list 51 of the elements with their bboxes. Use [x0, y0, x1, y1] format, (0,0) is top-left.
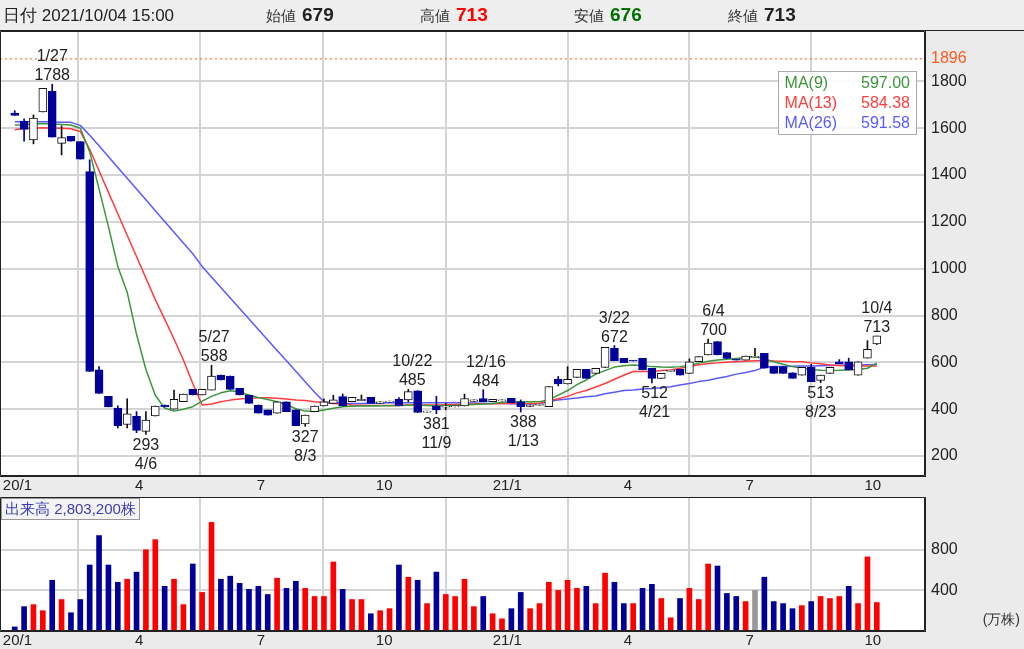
- ref-line-label: 1896: [931, 49, 967, 67]
- x-tick-label: 4: [135, 476, 144, 494]
- x-tick-label: 21/1: [492, 631, 522, 649]
- annotation: 5/27 588: [198, 328, 230, 365]
- x-tick-label: 7: [745, 476, 754, 494]
- x-tick-label: 4: [623, 476, 632, 494]
- y-tick-label: 800: [931, 305, 958, 323]
- annotation: 1/27 1788: [34, 47, 71, 84]
- x-tick-label: 4: [623, 631, 632, 649]
- x-tick-label: 10: [375, 631, 393, 649]
- chart-title: 出来高 2,803,200株: [1, 498, 140, 520]
- text: 高値 713: [420, 4, 488, 26]
- y-axis-title: (万株): [982, 611, 1020, 629]
- text: 終値 713: [728, 4, 796, 26]
- y-tick-label: 800: [931, 540, 958, 558]
- x-tick-label: 10: [864, 476, 882, 494]
- y-tick-label: 1200: [931, 212, 967, 230]
- annotation: 513 8/23: [805, 384, 837, 421]
- annotation: 381 11/9: [421, 415, 452, 452]
- y-tick-label: 200: [931, 446, 958, 464]
- y-tick-label: 600: [931, 352, 958, 370]
- x-tick-label: 21/1: [492, 476, 522, 494]
- x-tick-label: 20/1: [2, 476, 32, 494]
- x-tick-label: 10: [864, 631, 882, 649]
- annotation: 3/22 672: [598, 308, 631, 345]
- y-tick-label: 1800: [931, 71, 967, 89]
- annotation: 327 8/3: [291, 427, 319, 464]
- x-tick-label: 7: [256, 476, 266, 494]
- x-tick-label: 10: [375, 476, 393, 494]
- y-tick-label: 1400: [931, 165, 967, 183]
- annotation: 6/4 700: [700, 301, 727, 338]
- y-tick-label: 1000: [931, 259, 967, 277]
- text: MA(26) 591.58: [784, 114, 910, 131]
- annotation: 10/4 713: [861, 298, 893, 335]
- x-tick-label: 7: [745, 631, 754, 649]
- x-tick-label: 7: [256, 631, 266, 649]
- annotation: 293 4/6: [132, 435, 160, 472]
- y-tick-label: 1600: [931, 118, 967, 136]
- y-tick-label: 400: [931, 399, 958, 417]
- annotation: 10/22 485: [392, 352, 433, 389]
- text: MA(13) 584.38: [784, 94, 910, 111]
- annotation: 512 4/21: [639, 384, 671, 421]
- chart-title: 日付 2021/10/04 15:00: [2, 4, 176, 27]
- y-tick-label: 400: [931, 580, 958, 598]
- text: 始値 679: [266, 4, 334, 26]
- x-tick-label: 20/1: [2, 631, 32, 649]
- x-tick-label: 4: [135, 631, 144, 649]
- annotation: 388 1/13: [507, 413, 540, 450]
- text: MA(9) 597.00: [784, 74, 910, 91]
- text: 安値 676: [574, 4, 642, 26]
- annotation: 12/16 484: [465, 352, 507, 389]
